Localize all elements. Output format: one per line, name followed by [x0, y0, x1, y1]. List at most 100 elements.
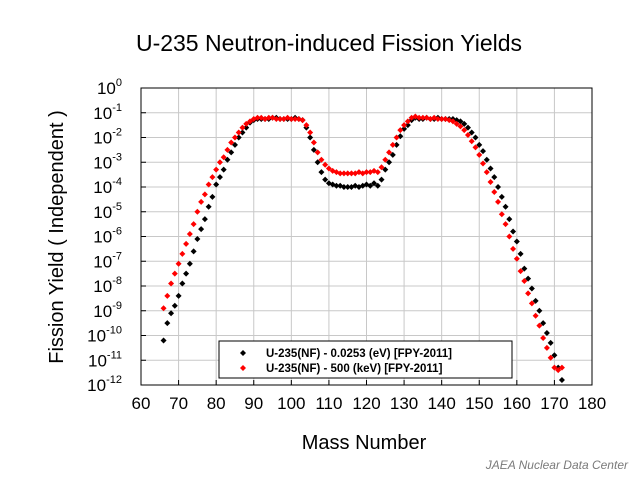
- y-tick-label: 100: [97, 77, 122, 98]
- data-point: [254, 114, 261, 121]
- data-point: [239, 124, 246, 131]
- data-point: [453, 120, 460, 127]
- data-point: [371, 180, 378, 187]
- data-point: [344, 184, 351, 190]
- legend: U-235(NF) - 0.0253 (eV) [FPY-2011] U-235(…: [218, 340, 513, 379]
- data-point: [536, 322, 543, 329]
- data-point: [517, 268, 524, 275]
- data-point: [201, 216, 208, 223]
- data-point: [314, 159, 321, 166]
- data-point: [558, 377, 565, 384]
- data-point: [348, 170, 355, 177]
- data-point: [213, 181, 220, 188]
- data-point: [510, 228, 517, 235]
- data-point: [540, 334, 547, 341]
- y-tick-label: 10-9: [93, 300, 122, 321]
- data-point: [487, 179, 494, 186]
- x-tick-label: 140: [427, 394, 455, 413]
- data-point: [209, 174, 216, 181]
- data-point: [449, 118, 456, 125]
- data-point: [540, 320, 547, 327]
- data-point: [404, 122, 411, 129]
- data-point: [175, 260, 182, 267]
- data-point: [389, 141, 396, 148]
- data-point: [404, 118, 411, 125]
- data-point: [528, 300, 535, 307]
- data-point: [532, 297, 539, 304]
- data-point: [243, 120, 250, 127]
- data-point: [265, 114, 272, 121]
- data-point: [333, 182, 340, 189]
- x-tick-label: 100: [277, 394, 305, 413]
- legend-label: U-235(NF) - 500 (keV) [FPY-2011]: [266, 363, 443, 375]
- data-point: [318, 156, 325, 163]
- data-point: [480, 148, 487, 155]
- y-tick-label: 10-10: [87, 325, 122, 346]
- data-point: [506, 233, 513, 240]
- y-axis-label: Fission Yield ( Independent ): [46, 110, 68, 364]
- data-point: [382, 156, 389, 163]
- data-point: [168, 310, 175, 317]
- data-point: [513, 238, 520, 245]
- data-point: [468, 138, 475, 145]
- data-point: [171, 270, 178, 277]
- data-point: [231, 141, 238, 148]
- data-point: [397, 127, 404, 134]
- data-point: [194, 208, 201, 215]
- data-point: [190, 221, 197, 228]
- y-axis-ticks: 100 10-1 10-2 10-3 10-4 10-5 10-6 10-7 10-8 10-9 1…: [87, 77, 146, 395]
- x-tick-label: 90: [244, 394, 263, 413]
- data-point: [288, 115, 295, 122]
- data-point: [322, 176, 329, 183]
- data-point: [495, 184, 502, 190]
- series-markers: [160, 113, 565, 384]
- legend-marker: [240, 350, 246, 356]
- data-point: [378, 176, 385, 183]
- data-point: [506, 216, 513, 223]
- data-point: [228, 149, 235, 156]
- data-point: [517, 250, 524, 257]
- data-point: [472, 134, 479, 141]
- data-point: [476, 141, 483, 148]
- data-point: [292, 115, 299, 122]
- data-point: [307, 129, 314, 136]
- series-fast: [160, 113, 565, 374]
- data-point: [198, 226, 205, 233]
- data-point: [416, 114, 423, 121]
- data-point: [340, 184, 347, 190]
- data-point: [344, 170, 351, 177]
- data-point: [198, 198, 205, 205]
- data-point: [386, 149, 393, 156]
- data-point: [491, 174, 498, 181]
- y-tick-label: 10-8: [93, 275, 122, 296]
- data-point: [183, 270, 190, 277]
- x-axis-label: Mass Number: [302, 432, 427, 454]
- x-tick-label: 80: [207, 394, 226, 413]
- data-point: [498, 193, 505, 200]
- x-tick-label: 180: [578, 394, 606, 413]
- data-point: [438, 115, 445, 122]
- data-point: [551, 352, 558, 359]
- data-point: [502, 221, 509, 228]
- data-point: [224, 156, 231, 163]
- y-tick-label: 10-7: [93, 250, 122, 271]
- data-point: [525, 290, 532, 297]
- data-point: [235, 129, 242, 136]
- data-point: [464, 124, 471, 131]
- chart-title: U-235 Neutron-induced Fission Yields: [136, 30, 522, 56]
- data-point: [483, 169, 490, 176]
- y-tick-label: 10-5: [93, 201, 122, 222]
- data-point: [502, 203, 509, 210]
- data-point: [183, 240, 190, 247]
- x-tick-label: 120: [352, 394, 380, 413]
- data-point: [314, 149, 321, 156]
- y-tick-label: 10-6: [93, 226, 122, 247]
- data-point: [337, 170, 344, 177]
- data-point: [457, 118, 464, 125]
- grid: [141, 88, 592, 385]
- data-point: [547, 339, 554, 346]
- data-point: [216, 174, 223, 181]
- data-point: [228, 139, 235, 146]
- data-point: [171, 302, 178, 309]
